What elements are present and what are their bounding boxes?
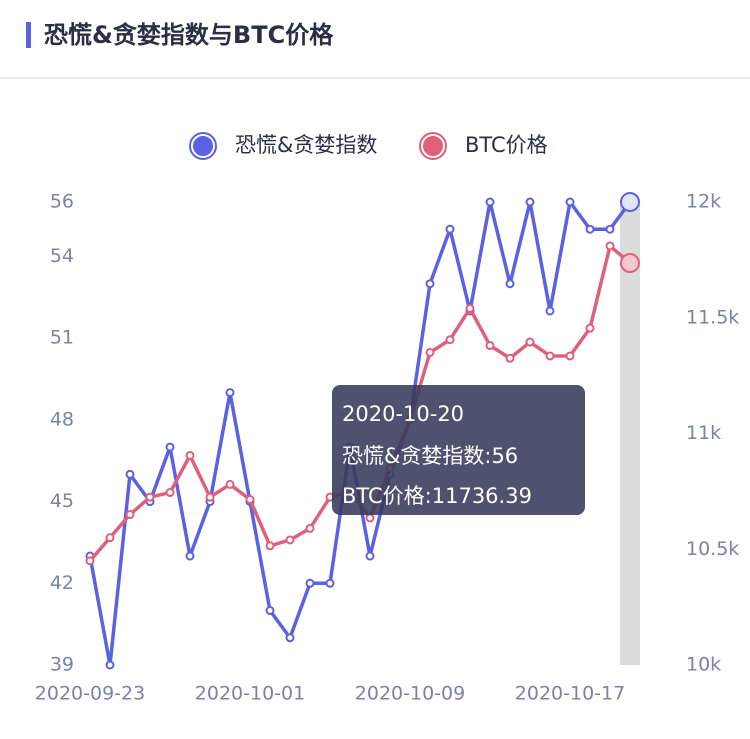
hover-band [620, 202, 640, 665]
data-point [105, 660, 115, 670]
y-tick-label: 51 [50, 327, 74, 349]
data-point [620, 192, 640, 212]
data-point [445, 335, 455, 345]
data-point [425, 347, 435, 357]
data-point [545, 351, 555, 361]
legend-ring [189, 132, 217, 160]
y2-tick-label: 10.5k [686, 538, 739, 560]
data-point [425, 279, 435, 289]
y2-tick-label: 11.5k [686, 306, 739, 328]
y-tick-label: 56 [50, 191, 74, 213]
data-point [525, 197, 535, 207]
data-point [185, 551, 195, 561]
y2-tick-label: 11k [686, 422, 721, 444]
data-point [585, 323, 595, 333]
legend-ring [419, 132, 447, 160]
y-tick-label: 42 [50, 572, 74, 594]
data-point [545, 306, 555, 316]
y-tick-label: 39 [50, 654, 74, 676]
legend-label: 恐慌&贪婪指数 [235, 133, 377, 157]
data-point [145, 492, 155, 502]
title-accent [26, 22, 31, 48]
data-point [285, 633, 295, 643]
tooltip-line: 恐慌&贪婪指数:56 [342, 444, 518, 468]
tooltip: 2020-10-20 恐慌&贪婪指数:56 BTC价格:11736.39 [332, 385, 585, 515]
tooltip-date: 2020-10-20 [342, 402, 464, 426]
legend-swatch [191, 134, 215, 158]
data-point [605, 241, 615, 251]
data-point [225, 479, 235, 489]
y2-tick-label: 10k [686, 654, 721, 676]
data-point [505, 279, 515, 289]
x-tick-label: 2020-09-23 [35, 683, 145, 705]
data-point [245, 494, 255, 504]
data-point [620, 253, 640, 274]
y-tick-label: 45 [50, 490, 74, 512]
data-point [105, 533, 115, 543]
data-point [205, 492, 215, 502]
data-point [225, 388, 235, 398]
y-tick-label: 54 [50, 245, 74, 267]
legend-swatch [421, 134, 445, 158]
data-point [565, 197, 575, 207]
x-tick-label: 2020-10-17 [515, 683, 625, 705]
page-title: 恐慌&贪婪指数与BTC价格 [44, 21, 334, 49]
data-point [265, 606, 275, 616]
tooltip-box [332, 385, 585, 515]
data-point [185, 450, 195, 460]
data-point [505, 353, 515, 363]
data-point [445, 224, 455, 234]
data-point [285, 535, 295, 545]
data-point [365, 513, 375, 523]
data-point [325, 578, 335, 588]
data-point [125, 510, 135, 520]
tooltip-line: BTC价格:11736.39 [342, 484, 532, 508]
data-point [605, 224, 615, 234]
data-point [585, 224, 595, 234]
data-point [485, 341, 495, 351]
x-tick-label: 2020-10-01 [195, 683, 305, 705]
data-point [465, 303, 475, 313]
data-point [85, 556, 95, 566]
x-tick-label: 2020-10-09 [355, 683, 465, 705]
data-point [165, 488, 175, 498]
data-point [265, 541, 275, 551]
data-point [525, 337, 535, 347]
data-point [165, 442, 175, 452]
data-point [125, 469, 135, 479]
data-point [565, 351, 575, 361]
data-point [365, 551, 375, 561]
y2-tick-label: 12k [686, 191, 721, 213]
y-tick-label: 48 [50, 408, 74, 430]
data-point [305, 523, 315, 533]
data-point [305, 578, 315, 588]
data-point [485, 197, 495, 207]
legend-label: BTC价格 [465, 133, 548, 157]
